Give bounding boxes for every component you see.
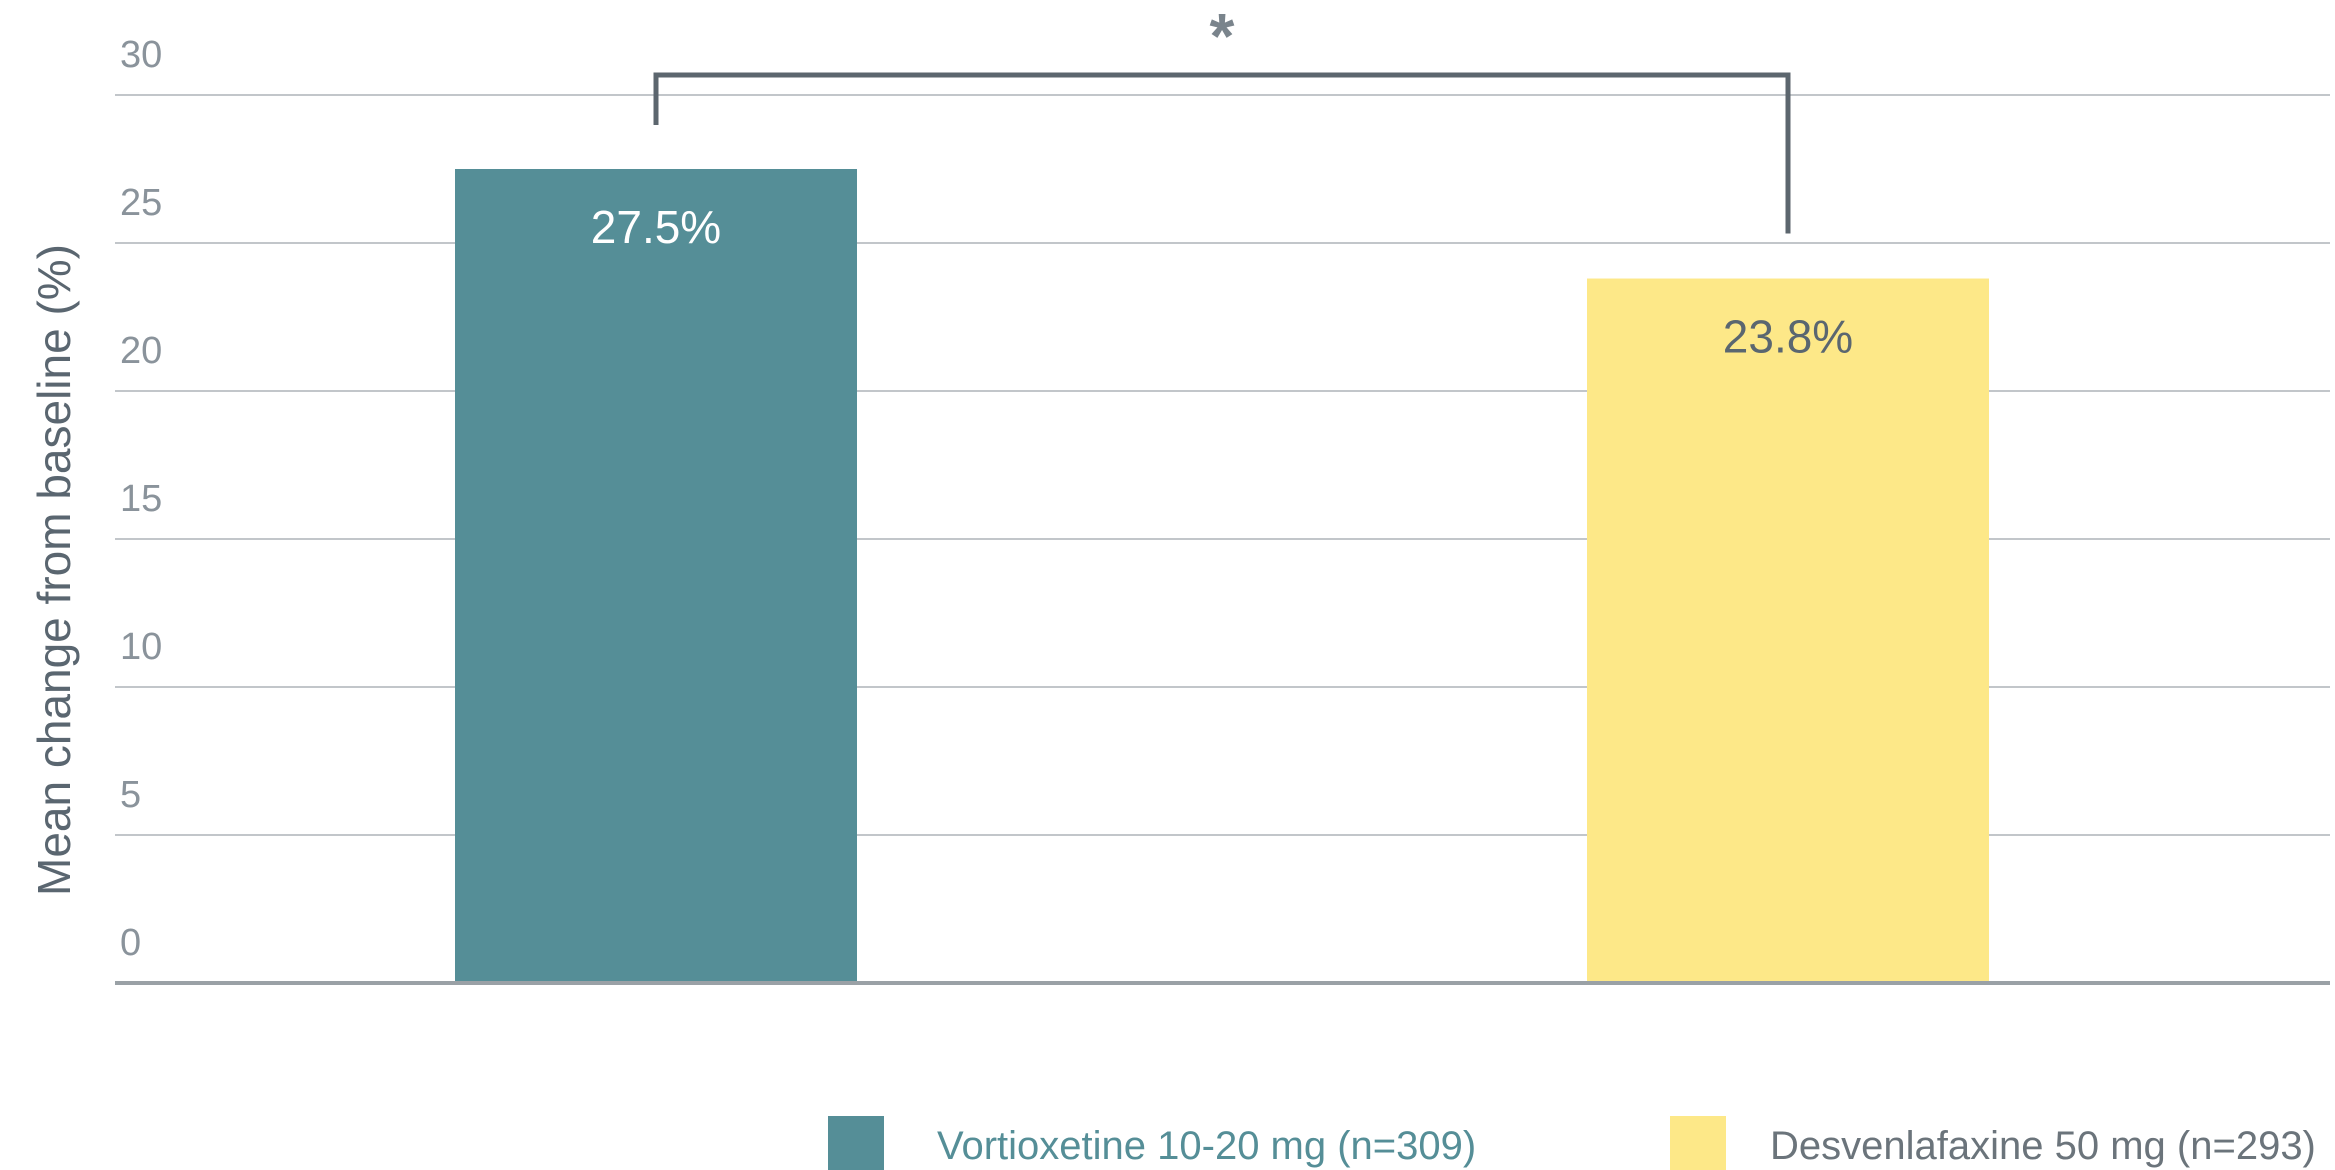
grid-lines xyxy=(115,94,2330,836)
y-tick-label-25: 25 xyxy=(120,182,162,224)
y-tick-label-10: 10 xyxy=(120,626,162,668)
legend-label-2: Desvenlafaxine 50 mg (n=293) xyxy=(1770,1124,2316,1168)
data-label-2: 23.8% xyxy=(1723,311,1853,363)
y-tick-label-20: 20 xyxy=(120,330,162,372)
y-tick-label-0: 0 xyxy=(120,922,141,964)
y-tick-labels: 0 5 10 15 20 25 30 xyxy=(120,34,162,964)
y-tick-label-5: 5 xyxy=(120,774,141,816)
data-labels: 27.5% 23.8% xyxy=(591,201,1853,363)
y-tick-label-15: 15 xyxy=(120,478,162,520)
legend-swatch-2 xyxy=(1670,1116,1726,1170)
bar-2 xyxy=(1587,278,1989,983)
y-tick-label-30: 30 xyxy=(120,34,162,76)
significance-bracket-line xyxy=(653,72,1791,234)
data-label-1: 27.5% xyxy=(591,201,721,253)
legend-swatch-1 xyxy=(828,1116,884,1170)
significance-bracket: * xyxy=(653,0,1791,234)
legend-label-1: Vortioxetine 10-20 mg (n=309) xyxy=(937,1124,1476,1168)
legend: Vortioxetine 10-20 mg (n=309) Desvenlafax… xyxy=(828,1116,2316,1170)
y-axis-title: Mean change from baseline (%) xyxy=(28,244,80,896)
bars xyxy=(455,169,1989,983)
significance-marker: * xyxy=(1210,0,1235,72)
bar-1 xyxy=(455,169,857,983)
